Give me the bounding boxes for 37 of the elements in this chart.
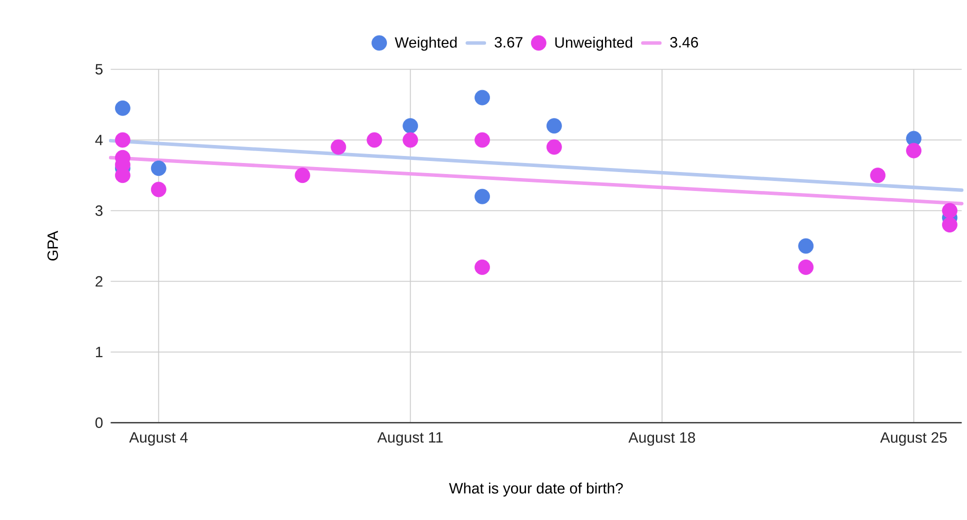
y-tick-label: 0 <box>95 417 103 428</box>
point <box>546 118 562 134</box>
point <box>546 139 562 155</box>
point <box>150 182 166 198</box>
point <box>474 260 490 275</box>
legend-label: 3.67 <box>494 36 522 48</box>
y-tick-label: 3 <box>95 205 103 216</box>
legend-label: Weighted <box>394 36 457 51</box>
point <box>906 142 922 158</box>
x-tick-label: August 18 <box>628 432 696 446</box>
point <box>474 188 490 204</box>
point <box>402 132 418 148</box>
x-axis-title: What is your date of birth? <box>449 482 623 497</box>
point <box>330 139 346 155</box>
y-tick-label: 1 <box>96 346 102 358</box>
legend-label: Unweighted <box>555 36 632 51</box>
point <box>798 260 814 275</box>
y-tick-label: 5 <box>95 64 103 75</box>
point <box>474 132 490 148</box>
y-tick-label: 2 <box>96 276 102 287</box>
point <box>114 100 130 116</box>
point <box>798 238 814 254</box>
point <box>366 132 382 148</box>
point <box>942 217 958 232</box>
point <box>294 168 310 184</box>
y-tick-label: 4 <box>95 134 103 146</box>
x-tick-label: August 4 <box>129 432 188 446</box>
point <box>942 202 958 218</box>
point <box>114 132 130 148</box>
point <box>402 118 418 134</box>
point <box>150 160 166 176</box>
y-axis-title: GPA <box>47 230 58 260</box>
x-tick-label: August 25 <box>880 432 947 446</box>
x-tick-label: August 11 <box>377 432 443 446</box>
point <box>474 90 490 106</box>
legend-label: 3.46 <box>670 36 698 48</box>
point <box>870 168 886 184</box>
